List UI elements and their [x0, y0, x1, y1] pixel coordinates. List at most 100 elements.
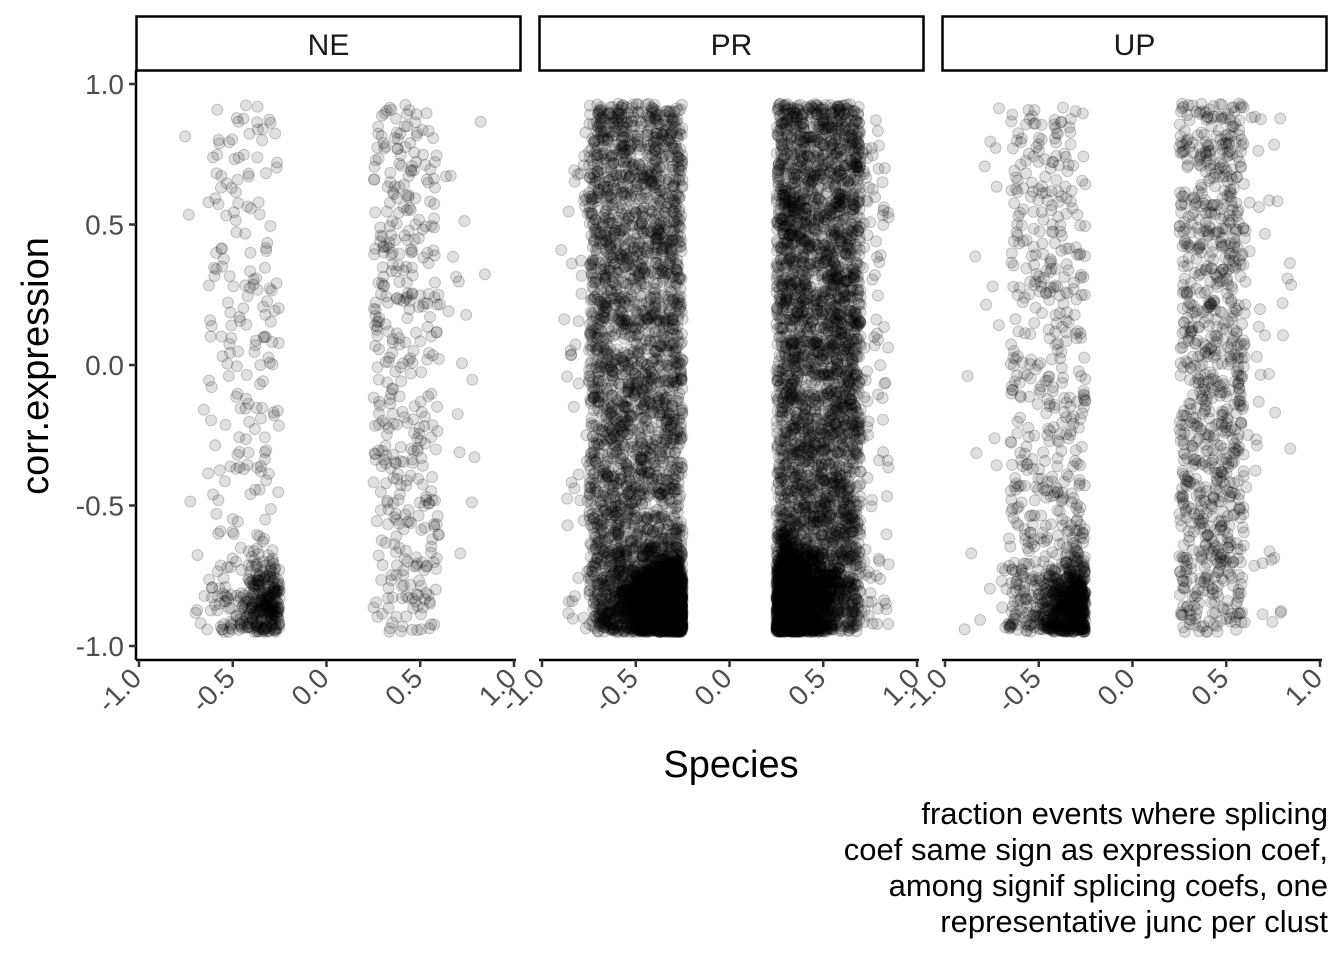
data-point — [240, 392, 253, 405]
data-point — [392, 493, 405, 506]
data-point — [396, 405, 409, 418]
data-point — [258, 559, 270, 572]
data-point — [256, 584, 269, 597]
data-point — [367, 476, 380, 489]
data-point — [232, 623, 245, 636]
data-point — [261, 570, 274, 583]
data-point — [212, 527, 225, 540]
data-point — [210, 507, 223, 520]
data-point — [270, 606, 283, 619]
data-point — [267, 607, 280, 620]
data-point — [184, 495, 197, 508]
data-point — [269, 625, 282, 638]
data-point — [241, 290, 254, 303]
data-point — [204, 314, 217, 327]
data-point — [415, 608, 427, 621]
data-point — [213, 582, 226, 595]
data-point — [561, 519, 574, 532]
data-point — [239, 279, 252, 292]
data-point — [234, 613, 247, 626]
data-point — [431, 298, 444, 311]
facet-strip — [135, 15, 522, 72]
data-point — [218, 475, 231, 488]
data-point — [272, 602, 285, 615]
data-point — [242, 609, 255, 622]
data-point — [405, 165, 418, 178]
data-point — [380, 457, 392, 470]
data-point — [402, 504, 415, 516]
data-point — [212, 494, 225, 507]
data-point — [382, 582, 395, 595]
data-point — [213, 464, 226, 477]
data-point — [219, 581, 232, 594]
data-point — [254, 465, 267, 478]
data-point — [244, 565, 257, 578]
data-point — [233, 311, 246, 324]
data-point — [243, 586, 256, 599]
data-point — [265, 620, 278, 633]
data-point — [249, 483, 262, 496]
data-point — [268, 581, 280, 594]
data-point — [234, 314, 246, 327]
data-point — [250, 334, 263, 347]
data-point — [215, 242, 228, 255]
data-point — [220, 595, 233, 608]
data-point — [225, 319, 238, 332]
data-point — [221, 561, 234, 574]
data-point — [253, 208, 266, 221]
data-point — [632, 98, 645, 111]
data-point — [258, 446, 271, 459]
y-tick-label: 0.5 — [85, 210, 124, 241]
data-point — [237, 112, 250, 125]
data-point — [267, 586, 280, 599]
data-point — [218, 595, 231, 608]
data-point — [217, 252, 230, 265]
data-point — [244, 202, 257, 215]
data-point — [256, 401, 269, 414]
data-point — [243, 574, 256, 586]
data-point — [407, 413, 420, 426]
data-point — [251, 615, 264, 628]
data-point — [419, 410, 431, 423]
data-point — [224, 601, 237, 614]
data-point — [223, 602, 235, 615]
data-point — [243, 127, 256, 140]
data-point — [255, 614, 268, 627]
data-point — [251, 557, 264, 570]
data-point — [399, 544, 412, 557]
data-point — [257, 623, 270, 636]
data-point — [264, 568, 276, 580]
data-point — [257, 625, 270, 638]
data-point — [266, 601, 279, 613]
data-point — [243, 415, 256, 428]
data-point — [250, 604, 263, 617]
data-point — [425, 431, 438, 444]
data-point — [266, 613, 279, 625]
data-point — [217, 618, 230, 631]
data-point — [253, 530, 266, 543]
data-point — [271, 601, 284, 614]
data-point — [390, 217, 403, 230]
data-point — [272, 486, 285, 499]
data-point — [198, 590, 211, 602]
data-point — [270, 594, 283, 607]
data-point — [272, 584, 284, 597]
data-point — [384, 176, 397, 189]
data-point — [208, 261, 220, 274]
data-point — [253, 625, 266, 638]
data-point — [268, 409, 281, 422]
data-point — [418, 521, 431, 534]
data-point — [458, 215, 471, 227]
data-point — [260, 599, 273, 612]
data-point — [246, 574, 259, 587]
data-point — [230, 226, 243, 239]
data-point — [244, 265, 257, 278]
data-point — [202, 467, 215, 480]
data-point — [382, 355, 395, 368]
data-point — [368, 160, 381, 173]
facet-label: NE — [308, 29, 350, 62]
y-tick-label: 0.0 — [85, 350, 124, 381]
data-point — [254, 412, 267, 425]
data-point — [250, 401, 263, 414]
data-point — [269, 127, 282, 140]
